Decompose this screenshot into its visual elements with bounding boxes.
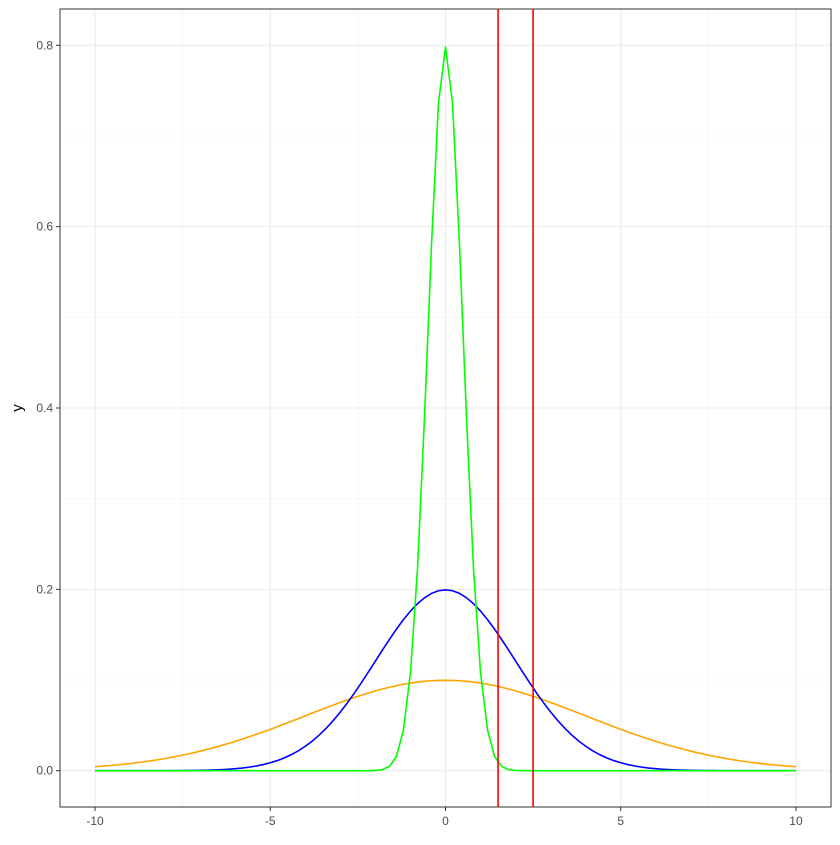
y-axis-title: y bbox=[9, 404, 26, 412]
x-tick-label: 5 bbox=[617, 814, 624, 828]
x-tick-label: -5 bbox=[265, 814, 276, 828]
y-tick-label: 0.4 bbox=[36, 401, 53, 415]
y-tick-label: 0.8 bbox=[36, 38, 53, 52]
series-lines bbox=[94, 46, 797, 772]
y-tick-label: 0.0 bbox=[36, 764, 53, 778]
x-tick-label: -10 bbox=[86, 814, 104, 828]
series-line-3 bbox=[95, 46, 796, 772]
x-tick-label: 10 bbox=[789, 814, 803, 828]
y-axis: 0.0 0.2 0.4 0.6 0.8 bbox=[36, 38, 60, 778]
reference-lines bbox=[497, 9, 534, 807]
x-axis: -10 -5 0 5 10 bbox=[86, 807, 803, 828]
series-line-1 bbox=[94, 679, 797, 768]
x-tick-label: 0 bbox=[442, 814, 449, 828]
y-tick-label: 0.2 bbox=[36, 582, 53, 596]
y-tick-label: 0.6 bbox=[36, 220, 53, 234]
